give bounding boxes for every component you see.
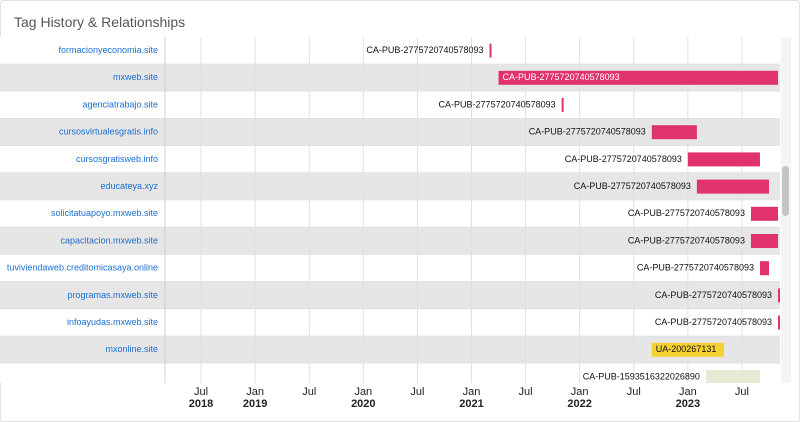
bar-label: CA-PUB-2775720740578093 — [655, 317, 772, 327]
row-background — [0, 254, 780, 282]
bar — [489, 43, 492, 58]
bar — [778, 315, 780, 330]
x-tick-label: Jan 2019 — [242, 386, 268, 410]
bar-label: CA-PUB-2775720740578093 — [565, 154, 682, 164]
row-label: mxweb.site — [113, 72, 158, 82]
bar — [561, 98, 564, 112]
bar — [778, 288, 780, 303]
x-tick-label: Jan 2023 — [675, 386, 701, 410]
row-background — [0, 200, 780, 228]
x-tick-label: Jan 2020 — [351, 386, 376, 410]
chart-title: Tag History & Relationships — [14, 14, 186, 30]
row-label: infoayudas.mxweb.site — [67, 317, 158, 327]
row-background — [0, 145, 780, 173]
row-background — [0, 281, 780, 309]
row-background — [0, 309, 780, 337]
row-label: educateya.xyz — [100, 181, 158, 191]
bar-label: CA-PUB-2775720740578093 — [628, 235, 745, 245]
row-label: cursosgratisweb.info — [76, 154, 158, 164]
bar-label: CA-PUB-1593516322026890 — [583, 371, 700, 381]
bar-label: CA-PUB-2775720740578093 — [503, 72, 620, 82]
bar-label: UA-200267131 — [656, 344, 717, 354]
row-background — [0, 91, 780, 119]
row-label: programas.mxweb.site — [67, 290, 158, 300]
x-tick-label: Jan 2021 — [459, 386, 484, 410]
bar — [750, 206, 778, 221]
row-label: formacionyeconomia.site — [58, 45, 158, 55]
bar — [651, 342, 724, 357]
bar-label: CA-PUB-2775720740578093 — [655, 290, 772, 300]
row-background — [0, 363, 780, 383]
bar-label: CA-PUB-2775720740578093 — [439, 99, 556, 109]
x-tick-label: Jul 2018 — [188, 386, 214, 410]
row-background — [0, 37, 780, 65]
bar — [498, 70, 778, 85]
row-label: mxonline.site — [105, 344, 158, 354]
bar-label: CA-PUB-2775720740578093 — [574, 181, 691, 191]
bar-label: CA-PUB-2775720740578093 — [637, 263, 754, 273]
row-label: solicitatuapoyo.mxweb.site — [51, 208, 158, 218]
row-background — [0, 173, 780, 201]
bar-label: CA-PUB-2775720740578093 — [366, 45, 483, 55]
bar-label: CA-PUB-2775720740578093 — [628, 208, 745, 218]
x-tick-label: Jul — [518, 386, 533, 398]
scrollbar-thumb — [782, 166, 789, 216]
row-label: tuviviendaweb.creditomicasaya.online — [7, 263, 158, 273]
x-tick-label: Jul — [302, 386, 317, 398]
bar — [759, 261, 769, 276]
bar — [696, 179, 769, 194]
row-background — [0, 336, 780, 364]
bar-label: CA-PUB-2775720740578093 — [529, 127, 646, 137]
x-tick-label: Jul — [410, 386, 425, 398]
row-label: cursosvirtualesgratis.info — [59, 127, 158, 137]
row-background — [0, 118, 780, 146]
row-background — [0, 227, 780, 255]
row-label: capacitacion.mxweb.site — [60, 235, 158, 245]
x-tick-label: Jul — [734, 386, 749, 398]
bar — [705, 370, 760, 383]
bar — [750, 234, 778, 248]
plot: formacionyeconomia.site CA-PUB-2775720740… — [0, 37, 780, 383]
row-label: agenciatrabajo.site — [82, 99, 158, 109]
x-tick-label: Jul — [626, 386, 641, 398]
bar — [687, 152, 760, 167]
bar — [651, 125, 697, 140]
x-tick-label: Jan 2022 — [567, 386, 592, 410]
